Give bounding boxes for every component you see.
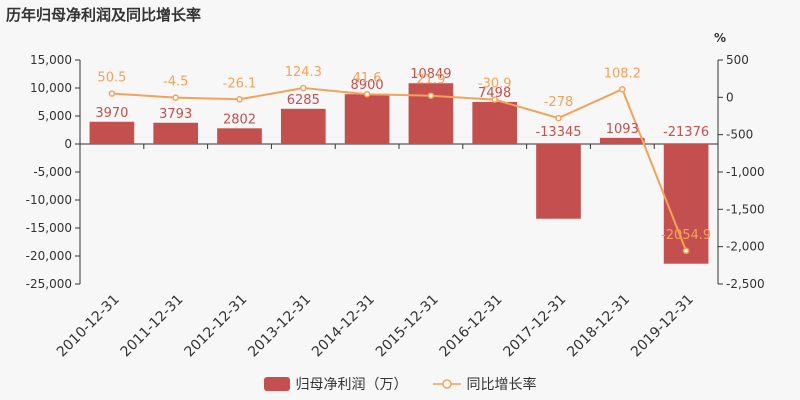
bar [280, 108, 326, 144]
y-right-tick-label: -1,000 [726, 165, 765, 179]
y-left-tick-label: 10,000 [30, 81, 72, 95]
y-left-tick-label: -25,000 [26, 277, 72, 291]
legend-line-label: 同比增长率 [466, 377, 537, 393]
y-right-tick-label: -2,000 [726, 240, 765, 254]
bar-value-label: 3970 [95, 106, 128, 121]
bar [536, 144, 581, 219]
bar-value-label: 6285 [287, 93, 320, 108]
legend-item-bar[interactable]: 归母净利润（万） [263, 374, 408, 394]
y-left-tick-label: 5,000 [38, 109, 72, 123]
growth-point [619, 86, 626, 93]
x-tick-label: 2016-12-31 [437, 292, 506, 361]
growth-point [300, 84, 307, 92]
y-right-unit: % [714, 31, 726, 45]
y-right-tick-label: 500 [726, 53, 749, 67]
growth-value-label: 21.9 [416, 73, 445, 88]
bar [408, 83, 454, 144]
bar-value-label: 10849 [410, 67, 451, 82]
bar [344, 94, 390, 144]
bar [153, 122, 199, 144]
x-tick-label: 2011-12-31 [118, 292, 187, 361]
growth-value-label: -26.1 [223, 76, 257, 91]
chart-legend: 归母净利润（万） 同比增长率 [0, 374, 800, 394]
growth-value-label: -278 [544, 95, 574, 110]
growth-value-label: 41.6 [353, 71, 382, 86]
growth-value-label: -30.9 [478, 77, 512, 92]
growth-point [172, 94, 179, 101]
y-left-tick-label: -5,000 [33, 165, 72, 179]
legend-bar-swatch [263, 377, 290, 391]
x-tick-label: 2013-12-31 [245, 292, 314, 361]
bar-value-label: 3793 [159, 107, 192, 122]
y-right-tick-label: -2,500 [726, 277, 765, 291]
bar [217, 128, 262, 144]
x-tick-label: 2014-12-31 [309, 292, 378, 361]
chart-title: 历年归母净利润及同比增长率 [6, 6, 202, 24]
growth-value-label: 124.3 [285, 65, 322, 80]
bar-value-label: 1093 [606, 122, 639, 137]
bar-value-label: 7498 [478, 86, 511, 101]
bar-value-label: 8900 [351, 78, 384, 93]
legend-item-line[interactable]: 同比增长率 [432, 374, 537, 394]
x-tick-label: 2019-12-31 [628, 292, 697, 361]
y-right-tick-label: -1,500 [726, 202, 765, 216]
growth-value-label: -4.5 [163, 75, 188, 90]
x-tick-label: 2010-12-31 [54, 292, 123, 361]
y-left-tick-label: 15,000 [30, 53, 72, 67]
legend-bar-label: 归母净利润（万） [295, 377, 408, 393]
y-left-tick-label: -15,000 [26, 221, 72, 235]
growth-point [108, 90, 116, 97]
growth-point [682, 247, 690, 255]
growth-line [111, 87, 688, 252]
bar-value-label: -13345 [535, 125, 581, 140]
growth-point [491, 96, 498, 103]
y-right-tick-label: 0 [726, 90, 734, 104]
bar [599, 137, 645, 144]
bar-value-label: 2802 [223, 112, 256, 127]
growth-value-label: -2054.9 [661, 228, 711, 243]
x-tick-label: 2018-12-31 [564, 292, 633, 361]
growth-point [427, 92, 435, 99]
growth-point [555, 114, 562, 122]
x-tick-label: 2015-12-31 [373, 292, 442, 361]
growth-value-label: 50.5 [97, 71, 126, 86]
x-tick-label: 2012-12-31 [181, 292, 250, 361]
bar [472, 102, 518, 144]
y-left-tick-label: -20,000 [26, 249, 72, 263]
growth-point [236, 96, 243, 103]
bar [89, 121, 135, 144]
y-left-tick-label: -10,000 [26, 193, 72, 207]
x-tick-label: 2017-12-31 [500, 292, 569, 361]
legend-line-swatch [432, 379, 461, 389]
y-right-tick-label: -500 [726, 128, 753, 142]
bar-value-label: -21376 [663, 125, 709, 140]
y-left-tick-label: 0 [64, 137, 72, 151]
bar [663, 144, 709, 264]
growth-point [363, 90, 371, 98]
growth-value-label: 108.2 [604, 66, 641, 81]
